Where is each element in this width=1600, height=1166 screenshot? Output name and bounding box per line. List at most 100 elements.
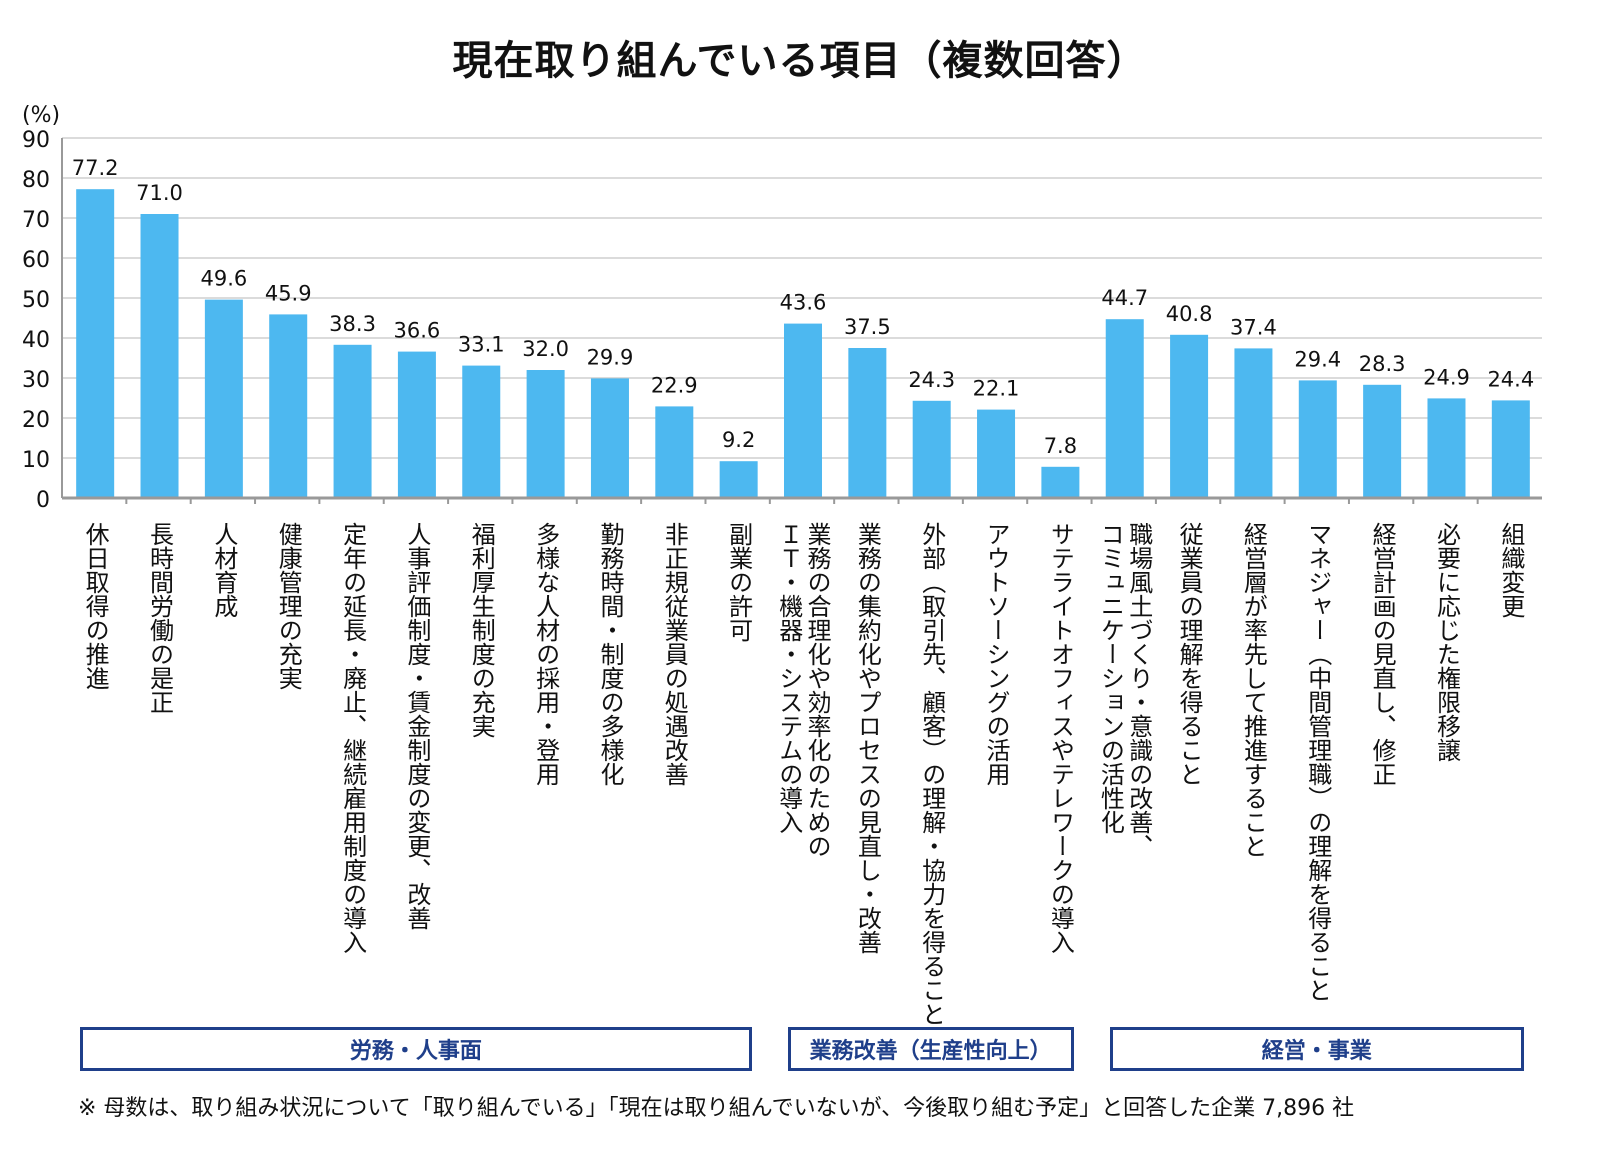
data-label: 45.9	[265, 281, 312, 305]
category-label: 外部（取引先、顧客）の理解・協力を得ること	[918, 522, 946, 1026]
category-label: 健康管理の充実	[274, 522, 302, 690]
data-label: 7.8	[1044, 434, 1077, 458]
data-label: 44.7	[1101, 286, 1148, 310]
category-label-line: 健康管理の充実	[274, 522, 303, 690]
data-label: 49.6	[200, 267, 247, 291]
y-tick-label: 10	[22, 448, 50, 473]
y-tick-label: 20	[22, 408, 50, 433]
bar	[1298, 380, 1337, 498]
category-label-line: 定年の延長・廃止、継続雇用制度の導入	[338, 522, 367, 954]
data-label: 77.2	[72, 156, 119, 180]
y-tick-label: 50	[22, 288, 50, 313]
category-label-line: マネジャー（中間管理職）の理解を得ること	[1303, 522, 1332, 1002]
category-label: マネジャー（中間管理職）の理解を得ること	[1304, 522, 1332, 1002]
bar	[590, 378, 629, 498]
category-label: 休日取得の推進	[81, 522, 109, 690]
category-label: 人事評価制度・賃金制度の変更、改善	[403, 522, 431, 930]
bar	[333, 344, 372, 498]
category-label-line: コミュニケーションの活性化	[1096, 522, 1125, 834]
data-label: 71.0	[136, 181, 183, 205]
category-label-line: 経営層が率先して推進すること	[1239, 522, 1268, 858]
category-label: 福利厚生制度の充実	[467, 522, 495, 738]
category-label-line: 非正規従業員の処遇改善	[660, 522, 689, 786]
category-label-line: ＩＴ・機器・システムの導入	[774, 522, 803, 834]
y-tick-label: 80	[22, 168, 50, 193]
data-label: 29.9	[587, 345, 634, 369]
category-label: 必要に応じた権限移譲	[1432, 522, 1460, 762]
data-label: 29.4	[1294, 347, 1341, 371]
category-label-line: 長時間労働の是正	[145, 522, 174, 714]
bar	[140, 214, 179, 498]
category-label-line: 業務の集約化やプロセスの見直し・改善	[853, 522, 882, 954]
y-tick-label: 70	[22, 208, 50, 233]
category-label-line: アウトソーシングの活用	[982, 522, 1011, 786]
category-label-line: サテライトオフィスやテレワークの導入	[1046, 522, 1075, 954]
bar	[397, 351, 436, 498]
category-label-line: 人事評価制度・賃金制度の変更、改善	[402, 522, 431, 930]
bar	[1363, 384, 1402, 498]
data-label: 32.0	[522, 337, 569, 361]
category-label: 勤務時間・制度の多様化	[596, 522, 624, 786]
bar	[462, 365, 501, 498]
y-tick-label: 40	[22, 328, 50, 353]
category-label: 人材育成	[210, 522, 238, 618]
y-tick-label: 30	[22, 368, 50, 393]
data-label: 36.6	[394, 319, 441, 343]
bar	[76, 189, 115, 498]
y-tick-label: 90	[22, 128, 50, 153]
category-label-line: 従業員の理解を得ること	[1175, 522, 1204, 786]
data-label: 33.1	[458, 333, 505, 357]
bar	[784, 323, 822, 498]
bar	[719, 461, 758, 498]
group-label: 経営・事業	[1109, 1027, 1524, 1071]
category-label-line: 必要に応じた権限移譲	[1432, 522, 1461, 762]
category-label: 業務の合理化や効率化のための ＩＴ・機器・システムの導入	[775, 522, 831, 858]
data-label: 22.1	[973, 377, 1020, 401]
category-label: 副業の許可	[725, 522, 753, 642]
category-label-line: 副業の許可	[724, 522, 753, 642]
data-label: 24.4	[1487, 367, 1534, 391]
bar	[269, 314, 308, 498]
data-label: 37.5	[844, 315, 891, 339]
bar	[526, 370, 565, 498]
category-label: 業務の集約化やプロセスの見直し・改善	[853, 522, 881, 954]
category-label-line: 経営計画の見直し、修正	[1368, 522, 1397, 786]
bar	[1427, 398, 1466, 498]
bar	[912, 400, 951, 498]
data-label: 28.3	[1359, 352, 1406, 376]
bar	[1234, 348, 1273, 498]
chart-title: 現在取り組んでいる項目（複数回答）	[452, 38, 1148, 84]
data-label: 24.9	[1423, 365, 1470, 389]
group-label: 業務改善（生産性向上）	[787, 1027, 1074, 1071]
category-label: 長時間労働の是正	[146, 522, 174, 714]
y-axis-label: (%)	[22, 103, 60, 128]
data-label: 43.6	[780, 291, 827, 315]
bar	[204, 299, 243, 498]
category-label-line: 業務の合理化や効率化のための	[803, 522, 831, 858]
group-label: 労務・人事面	[80, 1027, 752, 1071]
footnote: ※ 母数は、取り組み状況について「取り組んでいる」「現在は取り組んでいないが、今…	[78, 1096, 1355, 1121]
category-label: 経営計画の見直し、修正	[1368, 522, 1396, 786]
category-label: サテライトオフィスやテレワークの導入	[1046, 522, 1074, 954]
category-label: 多様な人材の採用・登用	[532, 522, 560, 786]
y-tick-label: 0	[36, 488, 50, 513]
category-label-line: 福利厚生制度の充実	[467, 522, 496, 738]
category-label-line: 職場風土づくり・意識の改善、	[1124, 522, 1153, 858]
bar	[1041, 466, 1080, 498]
bar	[977, 409, 1016, 498]
category-label-line: 勤務時間・制度の多様化	[595, 522, 624, 786]
data-label: 37.4	[1230, 315, 1277, 339]
data-label: 24.3	[908, 368, 955, 392]
category-label: 非正規従業員の処遇改善	[660, 522, 688, 786]
data-label: 9.2	[722, 428, 755, 452]
data-label: 40.8	[1166, 302, 1213, 326]
data-label: 38.3	[329, 312, 376, 336]
y-tick-label: 60	[22, 248, 50, 273]
bar	[1491, 400, 1530, 498]
data-label: 22.9	[651, 373, 698, 397]
category-label: 職場風土づくり・意識の改善、 コミュニケーションの活性化	[1096, 522, 1153, 858]
category-label-line: 組織変更	[1496, 522, 1525, 618]
category-label: アウトソーシングの活用	[982, 522, 1010, 786]
category-label: 定年の延長・廃止、継続雇用制度の導入	[339, 522, 367, 954]
